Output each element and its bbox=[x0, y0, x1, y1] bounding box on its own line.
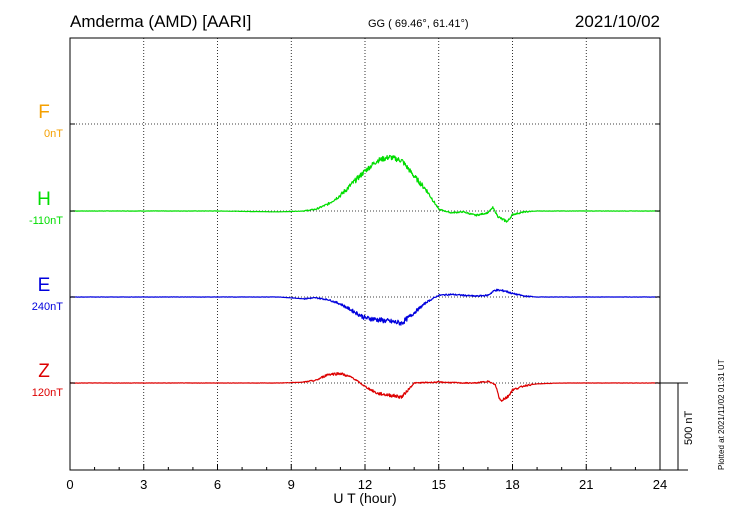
x-ticks: 0 3 6 9 12 15 18 21 24 bbox=[66, 123, 667, 492]
station-title: Amderma (AMD) [AARI] bbox=[70, 12, 251, 31]
x-tick-label: 21 bbox=[579, 477, 593, 492]
series-baseline-z: 120nT bbox=[32, 387, 63, 399]
series-line-e bbox=[69, 288, 661, 326]
x-tick-label: 0 bbox=[66, 477, 73, 492]
grid-lines bbox=[70, 38, 660, 470]
series-label-z: Z bbox=[38, 361, 50, 382]
series-label-e: E bbox=[38, 275, 51, 296]
series-line-h bbox=[69, 154, 661, 223]
x-tick-label: 9 bbox=[288, 477, 295, 492]
coords-text: GG ( 69.46°, 61.41°) bbox=[368, 18, 469, 30]
plotted-note: Plotted at 2021/11/02 01:31 UT bbox=[717, 359, 726, 470]
scale-bar-label: 500 nT bbox=[683, 410, 695, 445]
series-lines bbox=[69, 154, 661, 402]
x-tick-label: 12 bbox=[358, 477, 372, 492]
x-tick-label: 3 bbox=[140, 477, 147, 492]
series-baseline-e: 240nT bbox=[32, 301, 63, 313]
series-line-z bbox=[69, 372, 661, 402]
date-text: 2021/10/02 bbox=[575, 12, 660, 31]
series-baseline-h: -110nT bbox=[29, 215, 63, 227]
series-baseline-f: 0nT bbox=[44, 128, 63, 140]
x-axis-label: U T (hour) bbox=[333, 490, 396, 506]
x-tick-label: 6 bbox=[214, 477, 221, 492]
x-tick-label: 18 bbox=[505, 477, 519, 492]
series-label-f: F bbox=[38, 102, 50, 123]
x-tick-label: 24 bbox=[653, 477, 667, 492]
series-label-h: H bbox=[37, 189, 51, 210]
component-labels: F 0nT H -110nT E 240nT Z 120nT bbox=[29, 102, 63, 399]
x-tick-label: 15 bbox=[432, 477, 446, 492]
scale-bar: 500 nT bbox=[660, 382, 695, 471]
